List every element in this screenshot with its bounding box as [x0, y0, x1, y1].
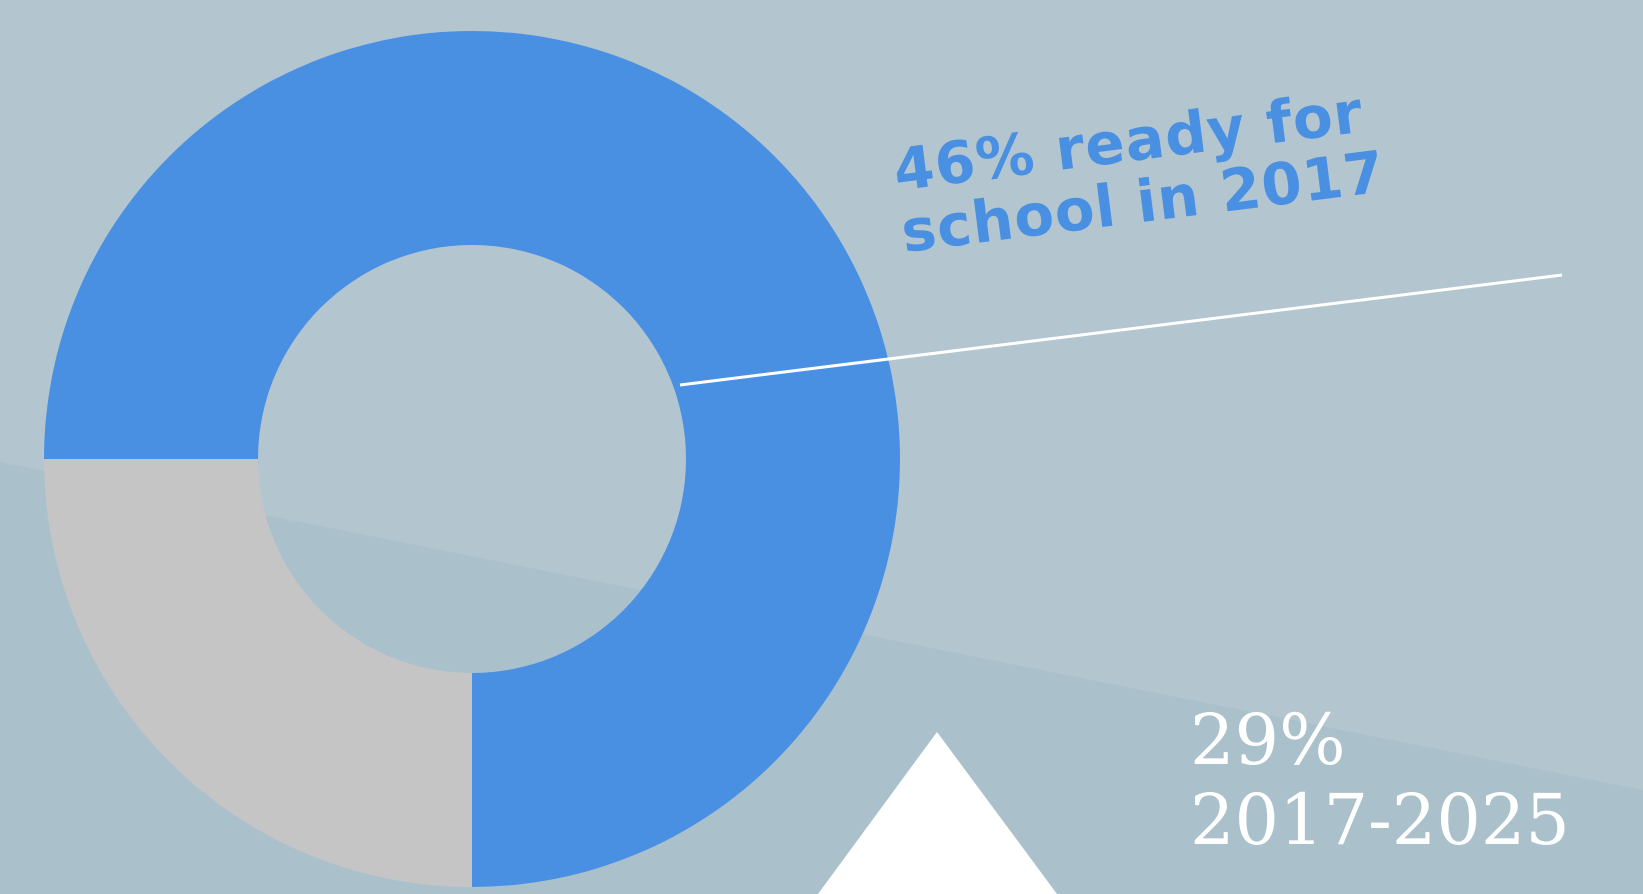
donut-chart	[44, 31, 900, 887]
stat-value: 29%	[1190, 699, 1346, 781]
donut-slice-1	[44, 31, 900, 887]
donut-slice-2	[44, 459, 472, 887]
stat-period: 2017-2025	[1190, 779, 1570, 861]
annotation-leader-line	[679, 273, 1563, 387]
triangle-up-icon	[818, 732, 1057, 894]
growth-stat: 29% 2017-2025	[1190, 700, 1570, 860]
